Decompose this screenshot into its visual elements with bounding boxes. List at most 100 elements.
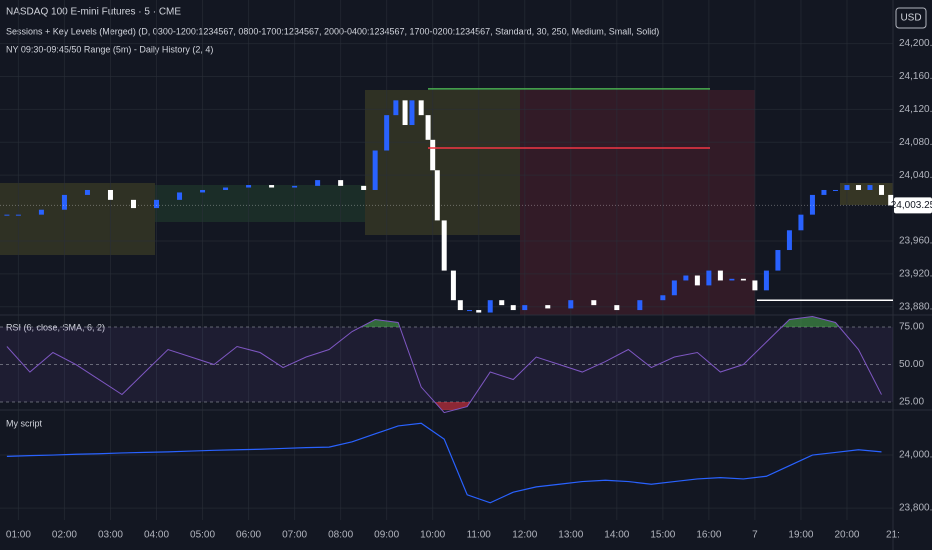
y-tick-label: 75.00 [899, 322, 924, 333]
candle [510, 305, 516, 311]
candle [200, 189, 206, 193]
candle [487, 300, 493, 313]
candle [457, 300, 463, 311]
y-tick-label: 23,960.00 [899, 236, 932, 247]
candle [434, 170, 440, 221]
candle [361, 185, 367, 190]
currency-button[interactable] [895, 7, 927, 29]
candle [467, 310, 473, 312]
candle [867, 185, 873, 190]
y-tick-label: 25.00 [899, 397, 924, 408]
candle [694, 275, 700, 286]
candle [671, 280, 677, 296]
candle [706, 270, 712, 286]
candle [402, 100, 408, 126]
x-tick-label: 09:00 [374, 530, 399, 541]
candle [84, 189, 90, 195]
currency-label[interactable]: USD [900, 13, 921, 24]
rsi-line [6, 315, 882, 414]
candle [393, 100, 399, 116]
candle [38, 209, 44, 215]
x-tick-label: 20:00 [834, 530, 859, 541]
x-tick-label: 04:00 [144, 530, 169, 541]
y-tick-label: 23,800.00 [899, 503, 932, 514]
candle [786, 230, 792, 251]
candle [660, 295, 666, 301]
candle [15, 214, 21, 216]
candle [130, 199, 136, 209]
y-tick-label: 24,200.00 [899, 38, 932, 49]
candle [246, 185, 252, 188]
candle [338, 180, 344, 186]
x-tick-label: 03:00 [98, 530, 123, 541]
candle [450, 270, 456, 301]
y-tick-label: 23,880.00 [899, 301, 932, 312]
candle [855, 185, 861, 190]
candle [107, 189, 113, 200]
candle [372, 150, 378, 190]
candle [409, 100, 415, 126]
candle [844, 185, 850, 190]
candle [61, 194, 67, 210]
x-tick-label: 12:00 [512, 530, 537, 541]
candle [223, 187, 229, 190]
candle [878, 185, 884, 195]
rsi-zone-fill [6, 316, 882, 328]
x-tick-label: 19:00 [788, 530, 813, 541]
y-tick-label: 24,040.00 [899, 170, 932, 181]
candle [591, 300, 597, 306]
candle [476, 310, 482, 313]
x-tick-label: 05:00 [190, 530, 215, 541]
candle [499, 300, 505, 306]
chart-title: NASDAQ 100 E-mini Futures · 5 · CME [6, 7, 181, 18]
session-box [0, 183, 155, 255]
candle [832, 189, 838, 191]
candle [315, 180, 321, 186]
session-boxes [0, 90, 893, 315]
candle [888, 194, 894, 206]
candle [798, 214, 804, 231]
last-price-tag [894, 197, 932, 214]
y-tick-label: 24,160.00 [899, 71, 932, 82]
candle [418, 100, 424, 116]
x-tick-label: 01:00 [6, 530, 31, 541]
y-tick-label: 50.00 [899, 359, 924, 370]
session-box [520, 90, 755, 315]
candle [430, 139, 436, 171]
rsi-zone-fill [6, 402, 882, 410]
x-tick-label: 08:00 [328, 530, 353, 541]
session-box [365, 90, 520, 235]
candle [522, 305, 528, 311]
candle [637, 300, 643, 311]
x-tick-label: 7 [752, 530, 758, 541]
indicator-label: My script [6, 418, 42, 428]
candle [154, 199, 160, 209]
candle [821, 189, 827, 195]
candle [384, 115, 390, 151]
y-tick-label: 24,120.00 [899, 104, 932, 115]
x-tick-label: 06:00 [236, 530, 261, 541]
last-price-label: 24,003.25 [891, 200, 932, 211]
x-tick-label: 02:00 [52, 530, 77, 541]
x-tick-label: 14:00 [604, 530, 629, 541]
x-tick-label: 16:00 [696, 530, 721, 541]
y-tick-label: 24,080.00 [899, 137, 932, 148]
candle [441, 220, 447, 271]
x-tick-label: 13:00 [558, 530, 583, 541]
candle [269, 185, 275, 188]
indicator-label: Sessions + Key Levels (Merged) (D, 0300-… [6, 26, 659, 36]
candle [775, 250, 781, 271]
candle [809, 194, 815, 215]
x-tick-label: 10:00 [420, 530, 445, 541]
candle [568, 300, 574, 309]
candle [729, 278, 735, 281]
x-tick-label: 11:00 [467, 530, 492, 541]
candle [425, 115, 431, 140]
indicator-label: NY 09:30-09:45/50 Range (5m) - Daily His… [6, 44, 213, 54]
session-box [155, 185, 365, 222]
candle [740, 278, 746, 281]
candle [683, 275, 689, 281]
